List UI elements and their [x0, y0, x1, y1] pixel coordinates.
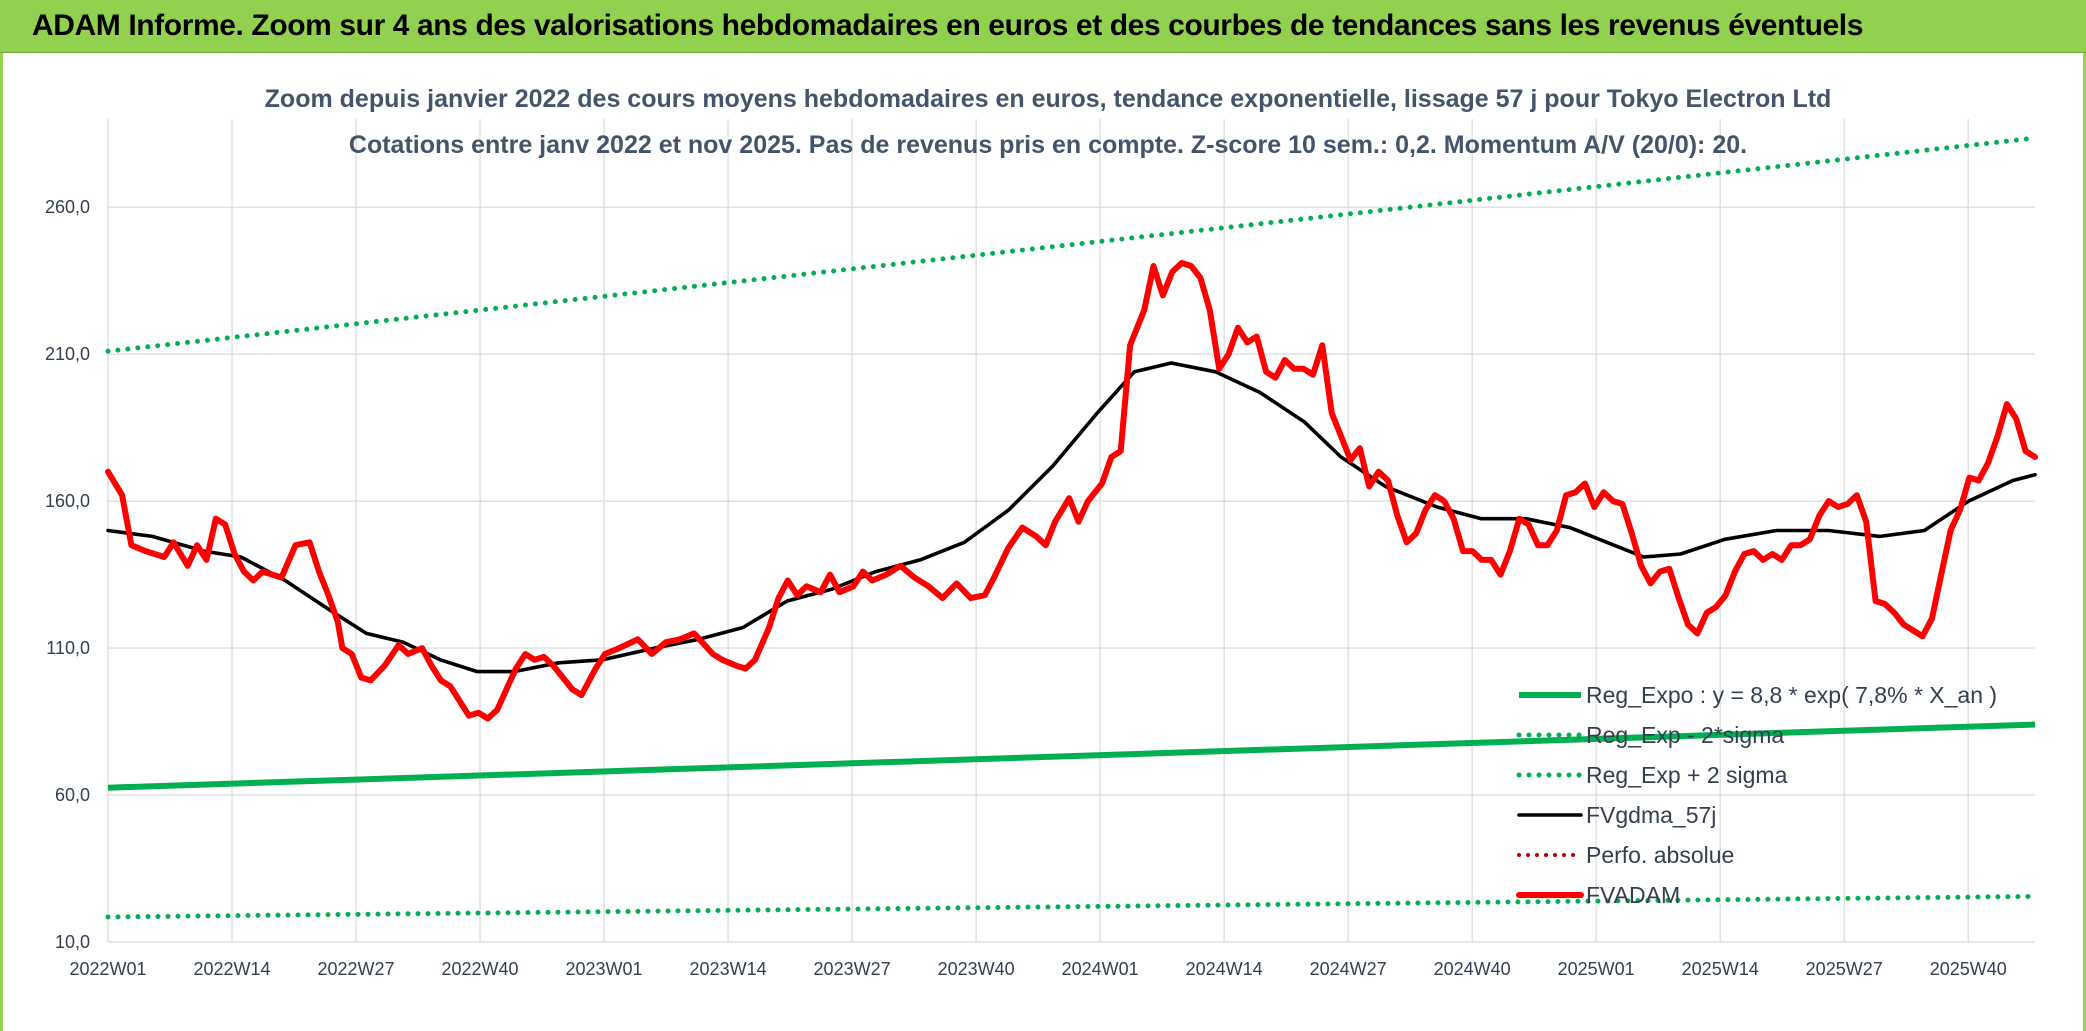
series-group [105, 135, 2038, 920]
y-tick-label: 10,0 [55, 932, 90, 952]
chart-title: Zoom depuis janvier 2022 des cours moyen… [265, 85, 1832, 113]
x-tick-label: 2023W01 [566, 959, 643, 979]
x-tick-label: 2025W27 [1806, 959, 1883, 979]
x-tick-label: 2025W14 [1682, 959, 1759, 979]
legend-label: FVgdma_57j [1586, 802, 1716, 828]
x-tick-label: 2024W27 [1310, 959, 1387, 979]
report-banner: ADAM Informe. Zoom sur 4 ans des valoris… [0, 0, 2086, 53]
series-line [105, 260, 2038, 722]
x-tick-label: 2023W14 [690, 959, 767, 979]
legend: Reg_Expo : y = 8,8 * exp( 7,8% * X_an ) R… [1516, 682, 1997, 908]
x-tick-label: 2023W27 [814, 959, 891, 979]
x-tick-label: 2025W01 [1558, 959, 1635, 979]
y-tick-label: 260,0 [45, 197, 90, 217]
legend-label: Perfo. absolue [1586, 842, 1734, 868]
legend-label: Reg_Exp + 2 sigma [1586, 762, 1788, 788]
x-tick-label: 2022W40 [442, 959, 519, 979]
x-axis: 2022W01 2022W14 2022W27 2022W40 2023W01 2023W… [69, 959, 2006, 979]
x-tick-label: 2025W40 [1930, 959, 2007, 979]
chart-subtitle: Cotations entre janv 2022 et nov 2025. P… [349, 131, 1747, 159]
legend-label: Reg_Exp - 2*sigma [1586, 722, 1784, 748]
line-chart: Zoom depuis janvier 2022 des cours moyen… [45, 85, 2038, 979]
report-title: ADAM Informe. Zoom sur 4 ans des valoris… [32, 9, 1864, 42]
y-tick-label: 110,0 [46, 638, 90, 658]
y-tick-label: 160,0 [45, 491, 90, 511]
series-line [106, 361, 2037, 674]
y-tick-label: 60,0 [55, 785, 90, 805]
x-tick-label: 2023W40 [938, 959, 1015, 979]
legend-label: FVADAM [1586, 882, 1680, 908]
x-tick-label: 2024W01 [1062, 959, 1139, 979]
x-tick-label: 2024W14 [1186, 959, 1263, 979]
y-axis: 10,0 60,0 110,0 160,0 210,0 260,0 [45, 197, 90, 952]
x-tick-label: 2022W27 [317, 959, 394, 979]
series-line [107, 721, 2036, 791]
x-tick-label: 2022W01 [69, 959, 146, 979]
x-tick-label: 2022W14 [193, 959, 270, 979]
chart-frame: Zoom depuis janvier 2022 des cours moyen… [0, 53, 2086, 1031]
series-line [105, 893, 2038, 920]
series-line [105, 135, 2038, 354]
y-tick-label: 210,0 [45, 344, 90, 364]
x-tick-label: 2024W40 [1434, 959, 1511, 979]
gridlines [107, 119, 2035, 943]
legend-label: Reg_Expo : y = 8,8 * exp( 7,8% * X_an ) [1586, 682, 1997, 708]
